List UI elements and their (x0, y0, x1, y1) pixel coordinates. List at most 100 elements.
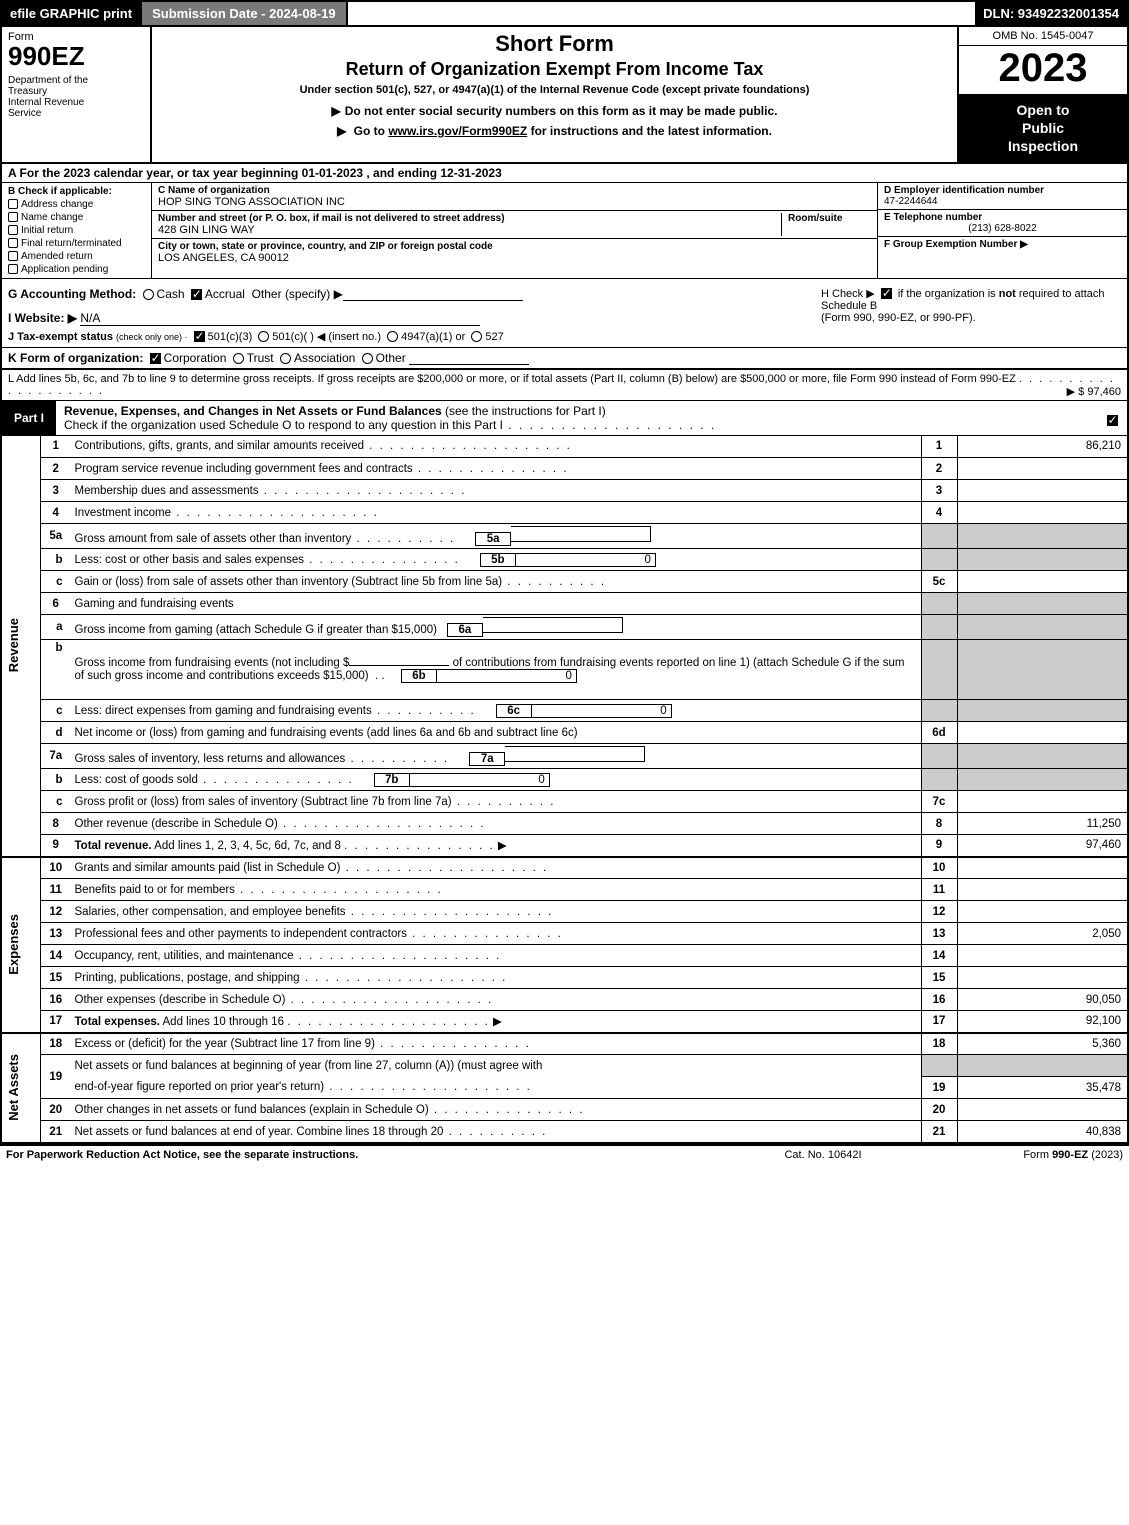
section-l: L Add lines 5b, 6c, and 7b to line 9 to … (2, 370, 1127, 401)
ein-value: 47-2244644 (884, 196, 1121, 207)
section-c: C Name of organization HOP SING TONG ASS… (152, 183, 877, 278)
checkbox-icon (8, 225, 18, 235)
part1-checkbox[interactable] (1097, 401, 1127, 435)
section-g: G Accounting Method: Cash Accrual Other … (8, 287, 821, 343)
phone-value: (213) 628-8022 (884, 223, 1121, 234)
part1-tag: Part I (2, 401, 56, 435)
checkbox-icon (8, 199, 18, 209)
chk-schedule-b[interactable] (881, 288, 892, 299)
b-title: B Check if applicable: (8, 186, 145, 197)
line-13: 13Professional fees and other payments t… (2, 923, 1127, 945)
chk-final-return[interactable]: Final return/terminated (8, 238, 145, 249)
chk-amended-return[interactable]: Amended return (8, 251, 145, 262)
line-6: 6Gaming and fundraising events (2, 593, 1127, 615)
form-footer: Form 990-EZ (2023) (923, 1149, 1123, 1161)
line-21: 21Net assets or fund balances at end of … (2, 1121, 1127, 1143)
line-5b: bLess: cost or other basis and sales exp… (2, 549, 1127, 571)
line-18: Net Assets 18Excess or (deficit) for the… (2, 1033, 1127, 1055)
radio-cash[interactable] (143, 289, 154, 300)
part1-table: Revenue 1Contributions, gifts, grants, a… (2, 436, 1127, 1144)
header-right: OMB No. 1545-0047 2023 Open toPublicInsp… (957, 27, 1127, 162)
open-inspection: Open toPublicInspection (959, 95, 1127, 162)
part1-header: Part I Revenue, Expenses, and Changes in… (2, 401, 1127, 436)
name-label: C Name of organization (158, 185, 871, 196)
chk-name-change[interactable]: Name change (8, 212, 145, 223)
line-19b: end-of-year figure reported on prior yea… (2, 1077, 1127, 1099)
short-form-title: Short Form (160, 31, 949, 57)
website-value: N/A (80, 311, 480, 326)
dept-label: Department of theTreasuryInternal Revenu… (8, 75, 144, 119)
line-19a: 19Net assets or fund balances at beginni… (2, 1055, 1127, 1077)
org-name: HOP SING TONG ASSOCIATION INC (158, 196, 871, 208)
goto-post: for instructions and the latest informat… (527, 124, 772, 138)
line-20: 20Other changes in net assets or fund ba… (2, 1099, 1127, 1121)
chk-4947[interactable] (387, 331, 398, 342)
line-17: 17Total expenses. Add lines 10 through 1… (2, 1011, 1127, 1033)
group-exemption-row: F Group Exemption Number ▶ (878, 237, 1127, 278)
expenses-side: Expenses (2, 857, 41, 1033)
chk-initial-return[interactable]: Initial return (8, 225, 145, 236)
chk-other-org[interactable] (362, 353, 373, 364)
addr-label: Number and street (or P. O. box, if mail… (158, 213, 781, 224)
checkbox-icon (8, 238, 18, 248)
i-label: I Website: ▶ (8, 311, 77, 325)
line-9: 9Total revenue. Add lines 1, 2, 3, 4, 5c… (2, 835, 1127, 857)
section-h: H Check ▶ if the organization is not req… (821, 287, 1121, 343)
section-k: K Form of organization: Corporation Trus… (2, 348, 1127, 370)
ein-row: D Employer identification number 47-2244… (878, 183, 1127, 210)
topbar-spacer (348, 2, 976, 25)
goto-link-line: Go to www.irs.gov/Form990EZ for instruct… (160, 124, 949, 138)
radio-accrual[interactable] (191, 289, 202, 300)
line-2: 2Program service revenue including gover… (2, 458, 1127, 480)
cat-number: Cat. No. 10642I (723, 1149, 923, 1161)
chk-501c3[interactable] (194, 331, 205, 342)
chk-address-change[interactable]: Address change (8, 199, 145, 210)
group-exemption-label: F Group Exemption Number ▶ (884, 239, 1121, 250)
header-left: Form 990EZ Department of theTreasuryInte… (2, 27, 152, 162)
line-16: 16Other expenses (describe in Schedule O… (2, 989, 1127, 1011)
line-7c: cGross profit or (loss) from sales of in… (2, 791, 1127, 813)
submission-date: Submission Date - 2024-08-19 (140, 2, 348, 25)
chk-trust[interactable] (233, 353, 244, 364)
chk-corporation[interactable] (150, 353, 161, 364)
chk-application-pending[interactable]: Application pending (8, 264, 145, 275)
header: Form 990EZ Department of theTreasuryInte… (2, 27, 1127, 164)
line-8: 8Other revenue (describe in Schedule O)8… (2, 813, 1127, 835)
form-container: efile GRAPHIC print Submission Date - 20… (0, 0, 1129, 1145)
line-1: Revenue 1Contributions, gifts, grants, a… (2, 436, 1127, 458)
form-number: 990EZ (8, 43, 144, 69)
checkbox-icon (8, 251, 18, 261)
netassets-side: Net Assets (2, 1033, 41, 1143)
line-12: 12Salaries, other compensation, and empl… (2, 901, 1127, 923)
section-d-e-f: D Employer identification number 47-2244… (877, 183, 1127, 278)
line-7a: 7aGross sales of inventory, less returns… (2, 744, 1127, 769)
room-label: Room/suite (788, 213, 871, 224)
chk-527[interactable] (471, 331, 482, 342)
other-org-line[interactable] (409, 353, 529, 365)
l-amount: ▶ $ 97,460 (1067, 385, 1121, 398)
line-3: 3Membership dues and assessments3 (2, 480, 1127, 502)
row-a: A For the 2023 calendar year, or tax yea… (2, 164, 1127, 183)
line-6c: cLess: direct expenses from gaming and f… (2, 700, 1127, 722)
ein-label: D Employer identification number (884, 185, 1121, 196)
section-g-h: G Accounting Method: Cash Accrual Other … (2, 279, 1127, 348)
chk-501c[interactable] (258, 331, 269, 342)
goto-pre: Go to (354, 124, 389, 138)
chk-association[interactable] (280, 353, 291, 364)
irs-link[interactable]: www.irs.gov/Form990EZ (388, 124, 527, 138)
paperwork-notice: For Paperwork Reduction Act Notice, see … (6, 1149, 723, 1161)
footer: For Paperwork Reduction Act Notice, see … (0, 1145, 1129, 1164)
line-11: 11Benefits paid to or for members11 (2, 879, 1127, 901)
phone-label: E Telephone number (884, 212, 1121, 223)
line-5c: cGain or (loss) from sale of assets othe… (2, 571, 1127, 593)
dln: DLN: 93492232001354 (975, 2, 1127, 25)
other-specify-line[interactable] (343, 289, 523, 301)
tax-year: 2023 (959, 46, 1127, 95)
return-title: Return of Organization Exempt From Incom… (160, 59, 949, 80)
org-city: LOS ANGELES, CA 90012 (158, 252, 871, 264)
checkbox-icon (8, 264, 18, 274)
line-15: 15Printing, publications, postage, and s… (2, 967, 1127, 989)
omb-number: OMB No. 1545-0047 (959, 27, 1127, 46)
line-6b: bGross income from fundraising events (n… (2, 640, 1127, 700)
city-row: City or town, state or province, country… (152, 239, 877, 266)
